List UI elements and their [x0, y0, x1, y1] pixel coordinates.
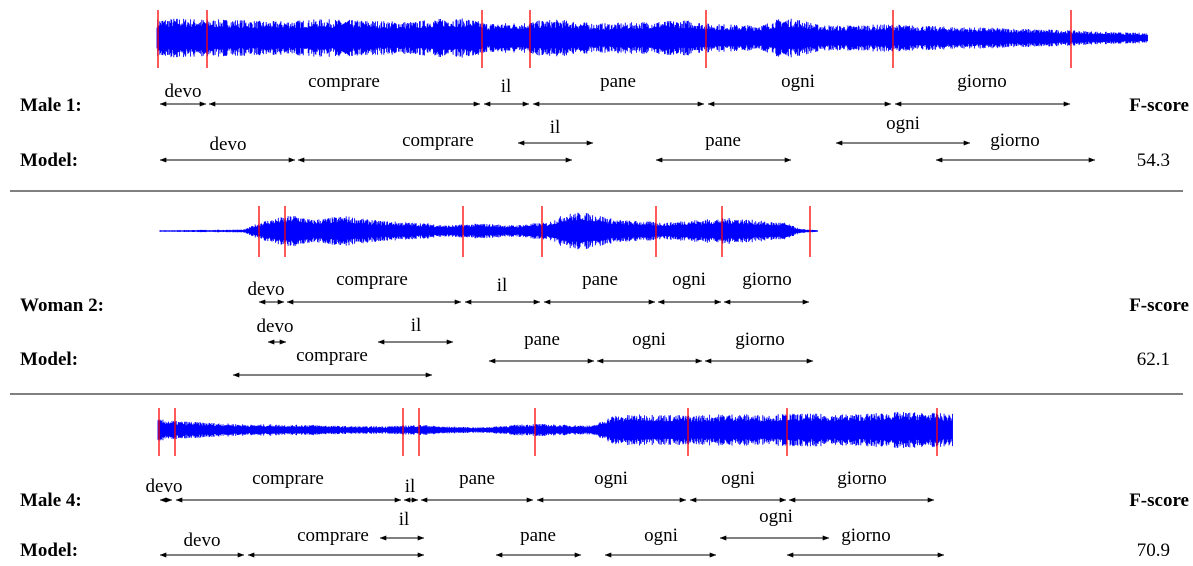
- word-label: pane: [459, 468, 495, 489]
- model-label: Model:: [20, 150, 78, 171]
- word-label: il: [550, 117, 561, 138]
- word-label: comprare: [402, 130, 474, 151]
- word-label: ogni: [759, 506, 793, 527]
- word-label: il: [405, 476, 416, 497]
- waveform: [159, 212, 818, 250]
- panel-male-1: Male 1: Model: F-score 54.3 devo comprar…: [20, 10, 1189, 171]
- fscore-label: F-score: [1129, 490, 1189, 511]
- word-label: comprare: [296, 345, 368, 366]
- word-label: ogni: [594, 468, 628, 489]
- word-label: devo: [257, 316, 294, 337]
- speaker-label: Woman 2:: [20, 295, 104, 316]
- word-label: pane: [705, 130, 741, 151]
- waveform-trace: [156, 18, 1148, 58]
- word-label: pane: [582, 269, 618, 290]
- word-label: giorno: [837, 468, 887, 489]
- boundary-lines: [258, 206, 811, 257]
- fscore-value: 54.3: [1137, 150, 1170, 171]
- panel-woman-2: Woman 2: Model: F-score 62.1 devo compra…: [20, 206, 1189, 378]
- speaker-label: Male 4:: [20, 490, 82, 511]
- word-label: giorno: [841, 525, 891, 546]
- word-label: pane: [600, 71, 636, 92]
- boundary-lines: [158, 408, 938, 456]
- model-label: Model:: [20, 349, 78, 370]
- fscore-label: F-score: [1129, 295, 1189, 316]
- waveform-trace: [159, 212, 818, 250]
- word-label: il: [501, 76, 512, 97]
- human-segments: devo comprare il pane ogni giorno: [248, 269, 810, 305]
- word-label: comprare: [252, 468, 324, 489]
- word-label: pane: [524, 329, 560, 350]
- word-label: devo: [210, 134, 247, 155]
- word-label: devo: [248, 279, 285, 300]
- word-label: devo: [184, 530, 221, 551]
- waveform-trace: [157, 412, 953, 448]
- word-label: giorno: [742, 269, 792, 290]
- word-label: pane: [520, 525, 556, 546]
- word-label: ogni: [672, 269, 706, 290]
- word-label: ogni: [644, 525, 678, 546]
- word-label: devo: [146, 476, 183, 497]
- word-label: il: [497, 275, 508, 296]
- model-segments: devo comprare il pane ogni ogni giorno: [159, 506, 945, 558]
- word-label: ogni: [886, 113, 920, 134]
- waveform: [156, 18, 1148, 58]
- word-label: giorno: [990, 130, 1040, 151]
- human-segments: devo comprare il pane ogni giorno: [159, 71, 1071, 107]
- word-label: il: [411, 315, 422, 336]
- word-label: giorno: [735, 329, 785, 350]
- human-segments: devo comprare il pane ogni ogni giorno: [146, 468, 935, 503]
- word-label: ogni: [721, 468, 755, 489]
- waveform: [157, 412, 953, 448]
- fscore-value: 70.9: [1137, 540, 1170, 561]
- word-label: il: [399, 509, 410, 530]
- fscore-value: 62.1: [1137, 349, 1170, 370]
- panel-male-4: Male 4: Model: F-score 70.9 devo comprar…: [20, 408, 1189, 561]
- model-segments: devo comprare il pane ogni giorno: [232, 315, 814, 378]
- word-label: devo: [165, 81, 202, 102]
- speaker-label: Male 1:: [20, 95, 82, 116]
- fscore-label: F-score: [1129, 95, 1189, 116]
- boundary-lines: [157, 10, 1072, 68]
- word-label: comprare: [297, 525, 369, 546]
- word-label: ogni: [632, 329, 666, 350]
- model-label: Model:: [20, 540, 78, 561]
- word-label: comprare: [308, 71, 380, 92]
- word-label: ogni: [781, 71, 815, 92]
- word-label: comprare: [336, 269, 408, 290]
- word-label: giorno: [957, 71, 1007, 92]
- model-segments: devo comprare il pane ogni giorno: [159, 113, 1096, 163]
